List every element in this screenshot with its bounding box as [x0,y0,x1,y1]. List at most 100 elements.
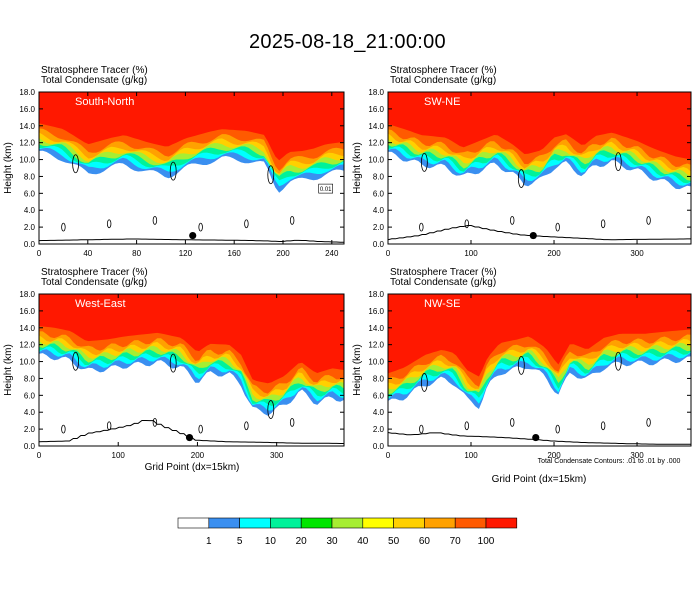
legend-line: Stratosphere Tracer (%) [390,65,497,76]
y-tick-label: 8.0 [373,374,385,383]
x-tick-label: 0 [37,451,42,460]
condensate-contour [72,351,79,371]
colorbar-swatch [485,517,518,529]
y-tick-label: 0.0 [24,240,36,249]
colorbar-label: 70 [450,536,462,547]
location-marker [529,231,537,240]
panel-sw-ne: SW-NE 0.0 2.0 4.0 6.0 8.0 10.0 12.0 14.0 16.0 18.0… [352,65,692,258]
condensate-contour [61,424,66,434]
colorbar-swatch [424,517,456,529]
x-tick-label: 200 [547,249,561,258]
legend-line: Stratosphere Tracer (%) [41,65,148,76]
y-tick-label: 12.0 [368,139,384,148]
legend-line: Total Condensate (g/kg) [41,277,147,288]
colorbar-swatch [208,517,240,529]
x-tick-label: 200 [547,451,561,460]
x-tick-label: 300 [630,249,644,258]
y-tick-label: 4.0 [373,206,385,215]
plot-area [39,92,344,244]
figure-title: 2025-08-18_21:00:00 [249,31,446,53]
y-tick-label: 2.0 [373,425,385,434]
location-marker [532,433,540,442]
legend-line: Total Condensate (g/kg) [41,75,147,86]
condensate-contour [614,351,622,371]
condensate-contour [646,215,651,225]
condensate-contour [614,152,622,172]
y-tick-label: 4.0 [24,206,36,215]
panel-label: South-North [75,96,134,108]
condensate-contour [600,219,606,229]
condensate-contour [106,219,112,229]
y-tick-label: 16.0 [19,105,35,114]
plot-frame [38,91,345,245]
y-tick-label: 10.0 [19,358,35,367]
y-tick-label: 18.0 [19,290,35,299]
terrain-line [388,225,691,241]
y-tick-label: 16.0 [19,307,35,316]
panel-label: West-East [75,298,126,310]
legend-line: Total Condensate (g/kg) [390,75,496,86]
condensate-contour [517,169,525,188]
condensate-contour [517,355,525,375]
condensate-contour [420,153,428,172]
colorbar-swatch [300,517,333,529]
y-tick-label: 10.0 [19,156,35,165]
y-tick-label: 8.0 [24,374,36,383]
y-tick-label: 16.0 [368,105,384,114]
x-axis-label-left: Grid Point (dx=15km) [145,462,240,473]
colorbar: 1 5 10 20 30 40 50 60 70 100 [177,517,518,547]
tracer-band-0 [39,92,344,161]
plot-area [388,294,691,446]
condensate-contour [464,421,469,431]
x-tick-label: 300 [270,451,284,460]
condensate-contour [267,165,275,185]
y-tick-label: 4.0 [24,408,36,417]
terrain-line [388,432,691,445]
condensate-contour [106,421,112,431]
y-tick-label: 18.0 [368,88,384,97]
colorbar-label: 10 [265,536,277,547]
location-marker [185,433,194,442]
condensate-contour [267,400,275,419]
x-tick-label: 120 [179,249,193,258]
colorbar-label: 1 [206,536,212,547]
y-tick-label: 10.0 [368,156,384,165]
colorbar-swatch [331,517,364,529]
colorbar-label: 60 [419,536,431,547]
colorbar-swatch [393,517,425,529]
condensate-contour [510,215,515,225]
colorbar-swatch [270,517,302,529]
y-tick-label: 16.0 [368,307,384,316]
x-tick-label: 0 [37,249,42,258]
condensate-contour [646,417,651,427]
condensate-contour [198,424,203,434]
condensate-contour [61,222,66,232]
panel-label: SW-NE [424,96,460,108]
y-axis-label: Height (km) [352,344,363,396]
condensate-contour [198,222,203,232]
plot-area [388,92,691,244]
y-tick-label: 12.0 [368,341,384,350]
colorbar-label: 40 [357,536,369,547]
colorbar-swatch [239,517,271,529]
y-axis-label: Height (km) [3,142,14,194]
condensate-contour [510,417,515,427]
y-tick-label: 2.0 [373,223,385,232]
panel-west-east: West-East 0.0 2.0 4.0 6.0 8.0 10.0 12.0 14.0 16.0… [3,267,345,460]
terrain-line [39,238,344,243]
condensate-contour [419,222,424,232]
condensate-contour [600,421,606,431]
condensate-contour [244,421,249,431]
tracer-band-0 [388,294,691,377]
y-axis-label: Height (km) [352,142,363,194]
y-tick-label: 0.0 [373,442,385,451]
y-tick-label: 0.0 [373,240,385,249]
y-tick-label: 8.0 [24,172,36,181]
panel-south-north: South-North 0.0 2.0 4.0 6.0 8.0 10.0 12.0 14.0 16… [3,65,345,258]
y-tick-label: 14.0 [19,122,35,131]
y-tick-label: 2.0 [24,223,36,232]
y-tick-label: 14.0 [368,122,384,131]
condensate-contour [289,417,295,427]
x-tick-label: 200 [276,249,290,258]
